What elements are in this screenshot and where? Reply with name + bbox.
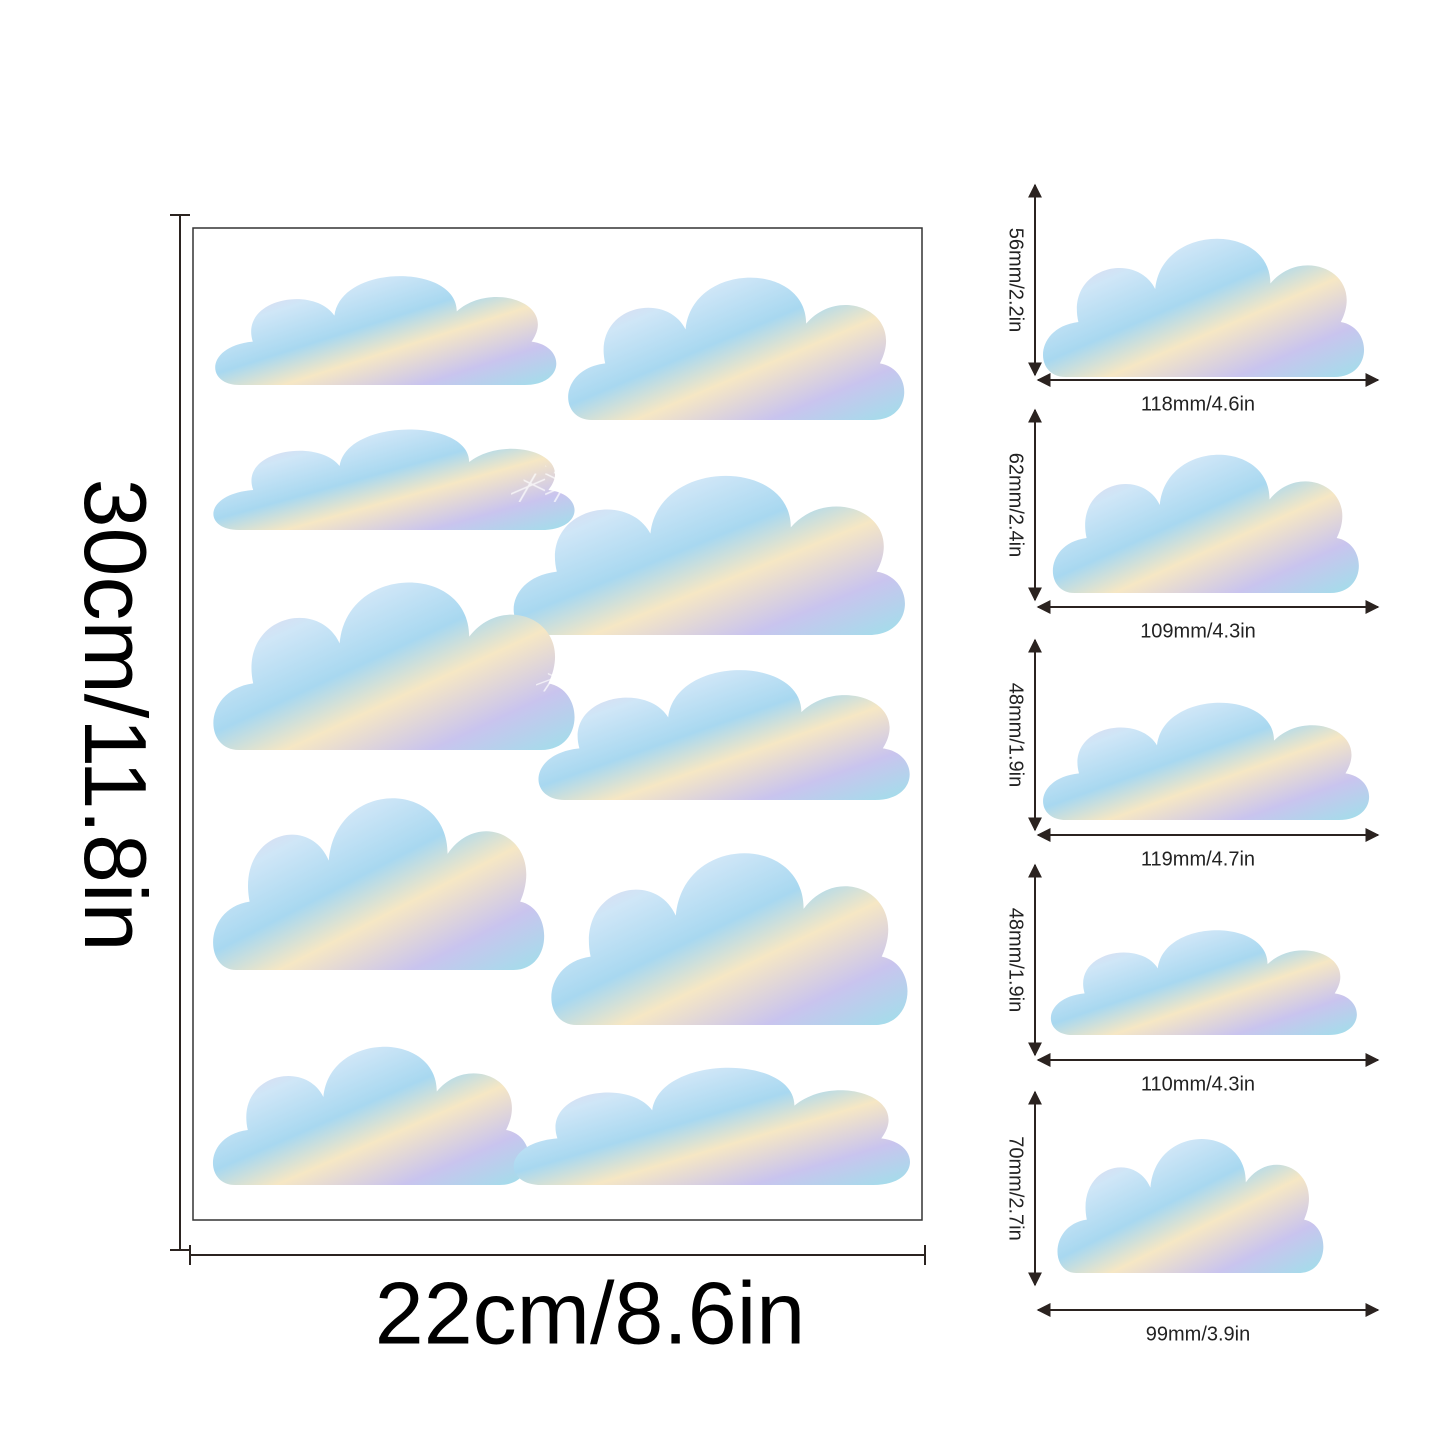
sheet-dimension-lines	[170, 214, 926, 1265]
sheet-width-label: 22cm/8.6in	[375, 1263, 805, 1362]
cloud-sticker	[211, 559, 575, 750]
cloud-facets	[210, 774, 311, 827]
cloud-facets	[565, 258, 667, 301]
cloud-stickers	[210, 220, 1370, 1273]
cloud-sticker	[548, 829, 908, 1025]
cloud-facets	[511, 1051, 631, 1087]
cloud-facets	[212, 261, 316, 294]
cloud-facets	[210, 1028, 306, 1070]
sample-width-label: 118mm/4.6in	[1141, 393, 1255, 415]
cloud-sticker	[1055, 1120, 1324, 1273]
cloud-facets	[211, 415, 320, 446]
sample-width-label: 99mm/3.9in	[1146, 1323, 1251, 1345]
sample-width-label: 119mm/4.7in	[1141, 848, 1255, 870]
sample-width-label: 110mm/4.3in	[1141, 1073, 1255, 1095]
cloud-facets	[1050, 436, 1143, 478]
cloud-sticker	[536, 652, 910, 800]
sample-height-label: 70mm/2.7in	[1005, 1136, 1027, 1241]
cloud-facets	[211, 559, 320, 610]
sample-height-label: 56mm/2.2in	[1005, 228, 1027, 333]
cloud-sticker	[212, 261, 557, 385]
sample-height-label: 48mm/1.9in	[1005, 908, 1027, 1013]
sheet-height-label: 30cm/11.8in	[66, 479, 165, 952]
cloud-sticker	[1040, 686, 1370, 820]
cloud-sticker	[210, 1028, 529, 1185]
cloud-facets	[1040, 686, 1139, 722]
cloud-facets	[1055, 1120, 1136, 1161]
cloud-sticker	[511, 1051, 911, 1185]
sample-width-label: 109mm/4.3in	[1140, 620, 1256, 642]
cloud-facets	[1040, 220, 1138, 262]
cloud-sticker	[210, 774, 545, 970]
cloud-sticker	[1048, 916, 1357, 1035]
cloud-sticker	[511, 454, 905, 635]
cloud-sticker	[211, 415, 575, 530]
cloud-sticker	[565, 258, 905, 420]
sample-height-label: 62mm/2.4in	[1005, 453, 1027, 558]
sheet-outline	[192, 227, 923, 1221]
cloud-sticker	[1050, 436, 1359, 593]
cloud-sticker	[1040, 220, 1365, 377]
sample-height-label: 48mm/1.9in	[1005, 683, 1027, 788]
cloud-facets	[548, 829, 656, 882]
cloud-facets	[1048, 916, 1141, 948]
sample-dimensions: 56mm/2.2in 118mm/4.6in 62mm/2.4in 109mm/4.3…	[1005, 183, 1380, 1345]
